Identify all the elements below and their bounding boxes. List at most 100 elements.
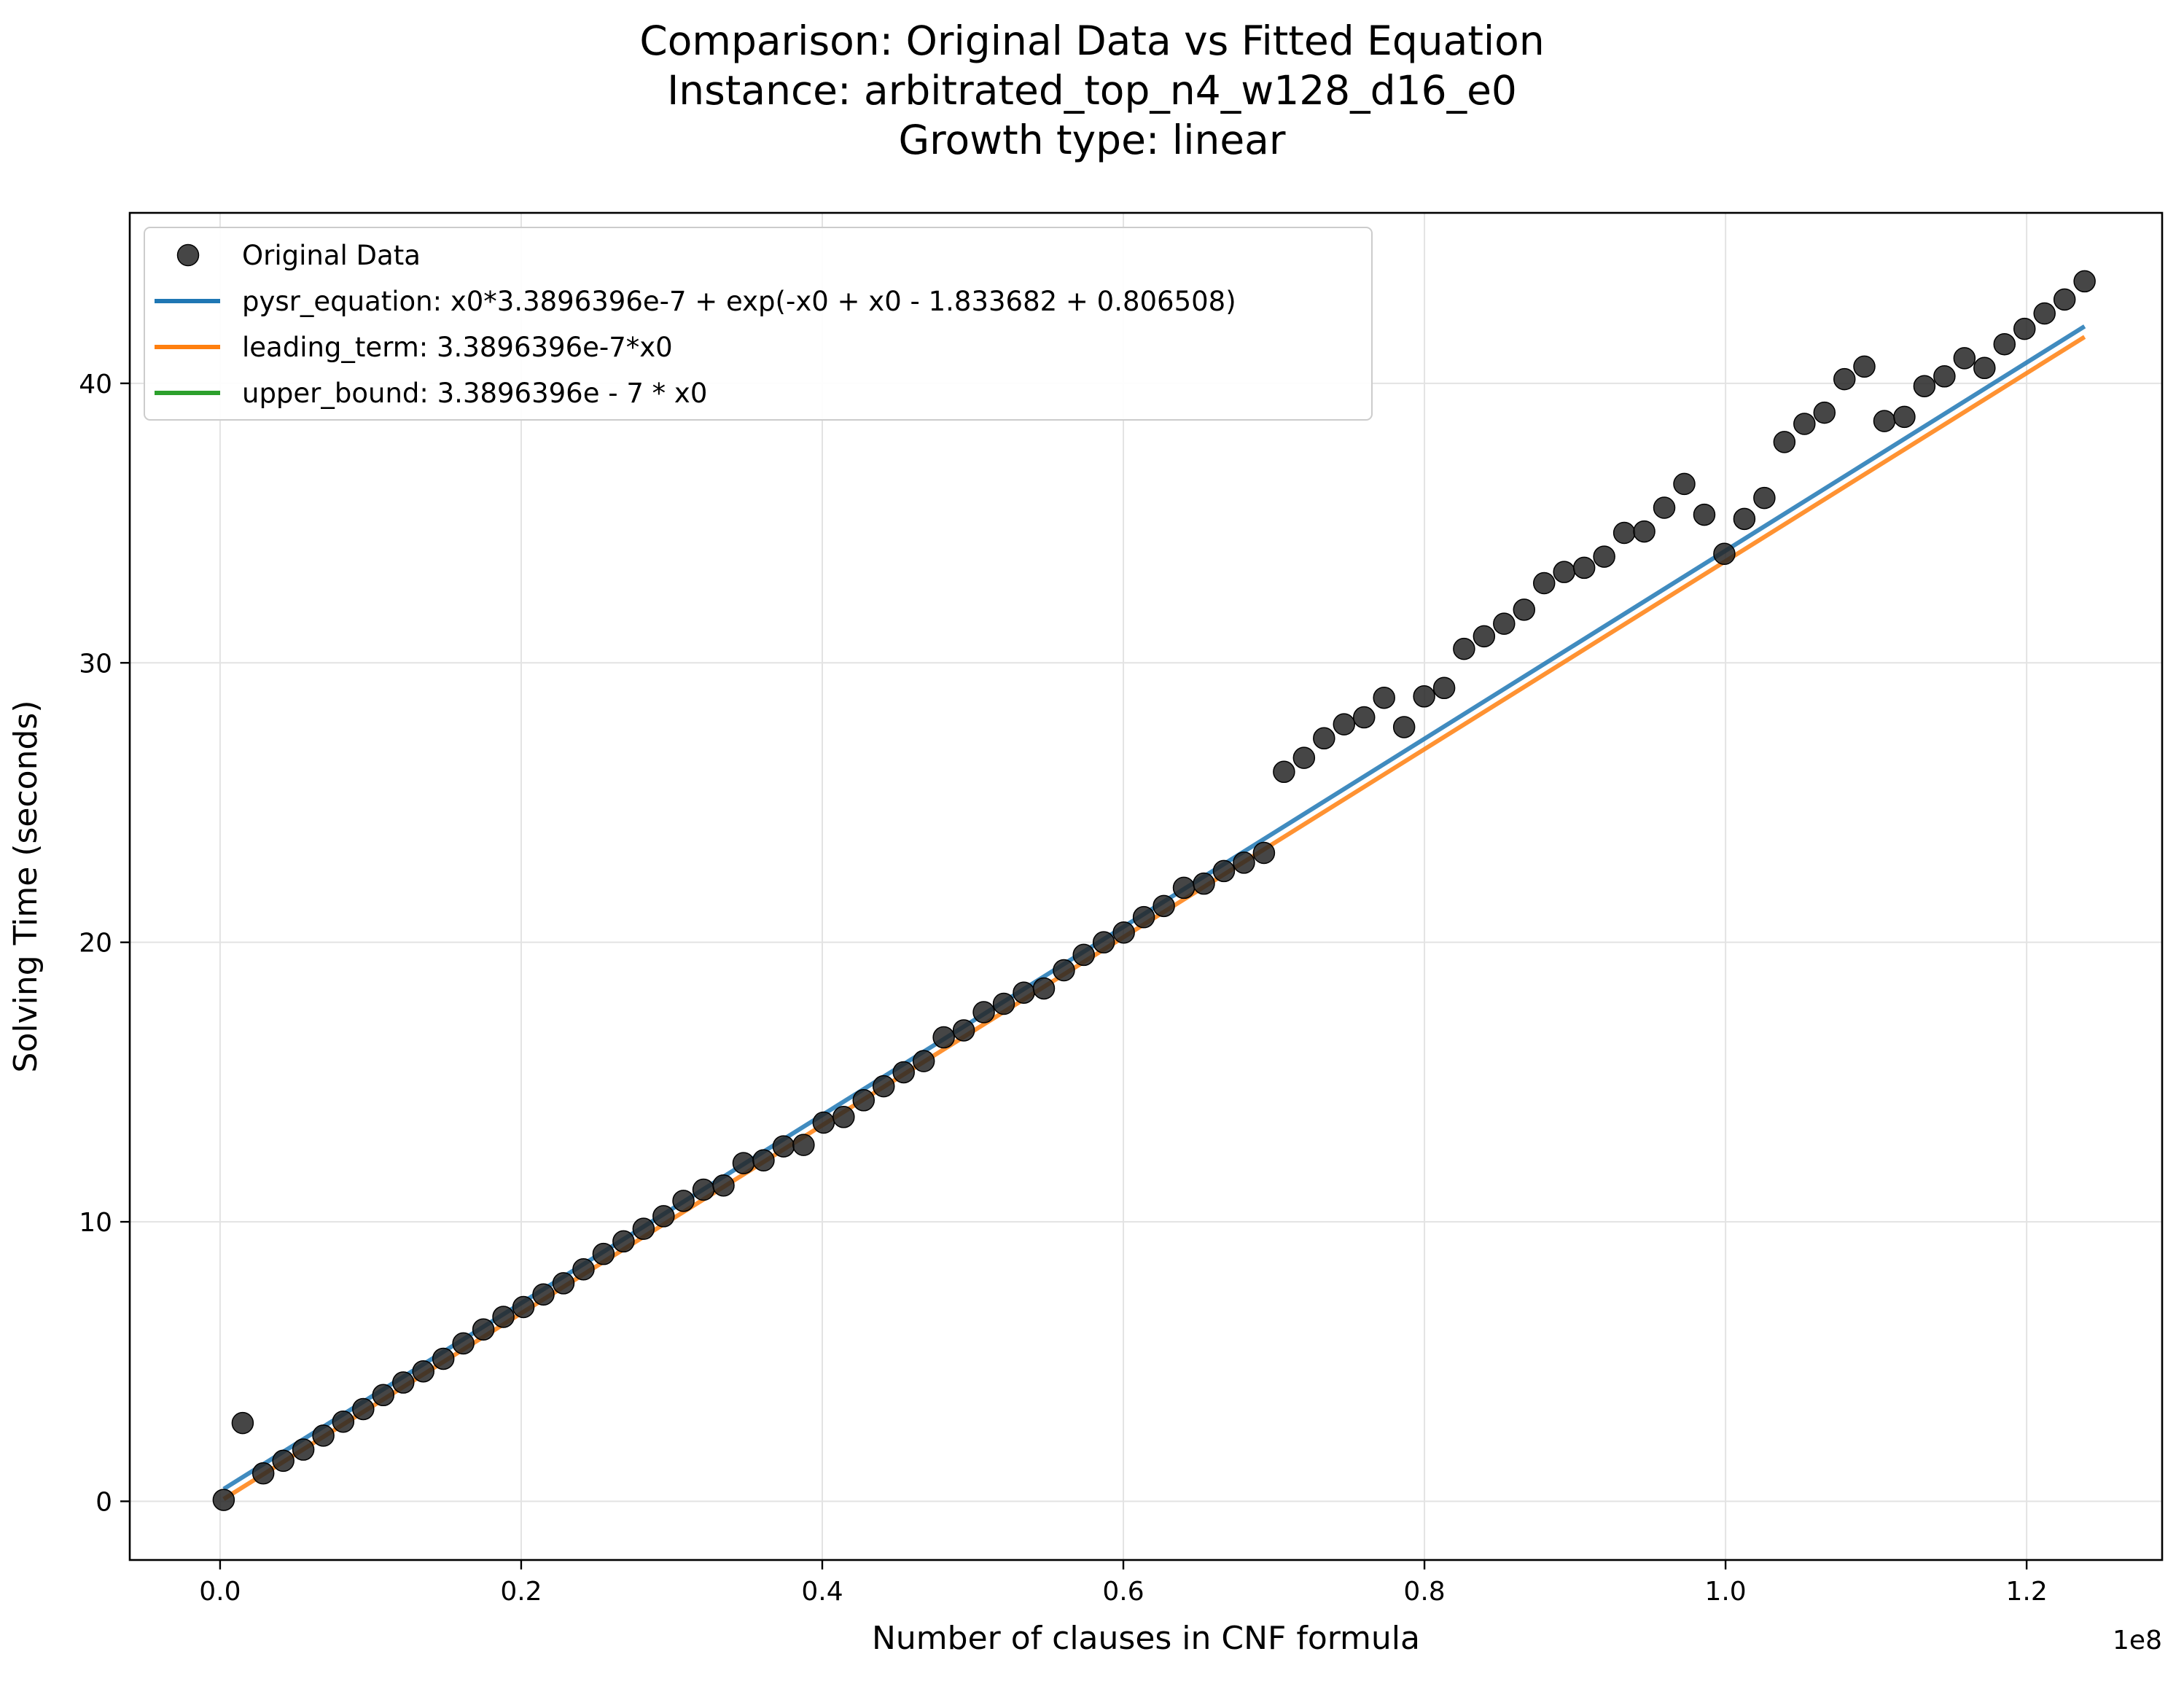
data-point <box>1793 413 1816 435</box>
data-point <box>1013 981 1035 1004</box>
x-tick-label: 0.4 <box>801 1577 843 1607</box>
data-point <box>1493 612 1516 635</box>
data-point <box>972 1001 995 1023</box>
data-point <box>1132 905 1155 929</box>
data-point <box>1273 760 1295 784</box>
title-line-2: Instance: arbitrated_top_n4_w128_d16_e0 <box>667 67 1517 114</box>
data-point <box>1193 872 1215 895</box>
data-point <box>1633 520 1655 543</box>
data-point <box>1313 727 1335 750</box>
x-axis-label: Number of clauses in CNF formula <box>872 1620 1420 1657</box>
data-point <box>832 1106 855 1128</box>
data-point <box>2033 302 2056 325</box>
y-tick-label: 40 <box>79 370 112 399</box>
data-point <box>1072 943 1095 967</box>
data-point <box>772 1135 795 1158</box>
data-point <box>1333 713 1356 736</box>
chart-title: Comparison: Original Data vs Fitted Equa… <box>0 16 2184 165</box>
data-point <box>2073 270 2096 293</box>
x-axis-offset-text: 1e8 <box>2113 1626 2162 1655</box>
data-point <box>1653 496 1676 519</box>
data-point <box>1432 676 1456 700</box>
data-point <box>952 1019 975 1042</box>
data-point <box>892 1061 915 1084</box>
data-point <box>1053 959 1075 982</box>
data-point <box>932 1026 955 1049</box>
data-point <box>852 1089 875 1112</box>
x-tick-label: 0.0 <box>199 1577 241 1607</box>
data-point <box>492 1306 515 1328</box>
data-point <box>372 1384 395 1407</box>
data-point <box>812 1111 835 1134</box>
data-point <box>992 992 1015 1015</box>
data-point <box>412 1360 434 1383</box>
data-point <box>1953 347 1976 370</box>
data-point <box>1673 472 1696 496</box>
data-point <box>432 1347 455 1370</box>
x-tick-label: 0.6 <box>1102 1577 1144 1607</box>
data-point <box>1993 332 2016 356</box>
data-point <box>452 1332 475 1355</box>
data-point <box>1913 375 1936 397</box>
data-point <box>212 1489 235 1511</box>
data-point <box>1212 859 1236 883</box>
x-axis-ticks: 0.0 0.2 0.4 0.6 0.8 1.0 1.2 <box>199 1560 2048 1607</box>
data-point <box>1973 356 1996 380</box>
data-point <box>312 1424 335 1447</box>
data-point <box>2053 288 2076 311</box>
data-point <box>1733 507 1756 531</box>
data-point <box>1092 931 1115 953</box>
data-point <box>712 1174 735 1197</box>
data-point <box>1813 401 1836 424</box>
data-point <box>532 1283 555 1306</box>
x-tick-label: 1.0 <box>1704 1577 1746 1607</box>
data-point <box>1612 521 1636 545</box>
data-point <box>792 1134 815 1156</box>
data-point <box>752 1149 775 1171</box>
data-point <box>612 1230 635 1253</box>
legend-label: upper_bound: 3.3896396e - 7 * x0 <box>242 378 707 409</box>
data-point <box>1893 405 1916 429</box>
y-tick-label: 0 <box>95 1487 112 1517</box>
y-tick-label: 30 <box>79 649 112 679</box>
y-tick-label: 20 <box>79 929 112 959</box>
data-point <box>1032 977 1056 1000</box>
y-axis-ticks: 0 10 20 30 40 <box>79 370 130 1517</box>
data-point <box>332 1410 355 1433</box>
legend-label: Original Data <box>242 240 421 271</box>
data-point <box>1112 921 1135 944</box>
data-point <box>872 1074 895 1098</box>
legend-label: leading_term: 3.3896396e-7*x0 <box>242 332 673 363</box>
legend-label: pysr_equation: x0*3.3896396e-7 + exp(-x0… <box>242 286 1236 317</box>
x-tick-label: 1.2 <box>2006 1577 2048 1607</box>
data-point <box>1473 625 1496 648</box>
x-tick-label: 0.8 <box>1403 1577 1445 1607</box>
x-tick-label: 0.2 <box>500 1577 542 1607</box>
data-points <box>212 270 2096 1511</box>
y-axis-label: Solving Time (seconds) <box>7 701 44 1073</box>
data-point <box>1593 545 1615 568</box>
data-point <box>1252 841 1276 865</box>
data-point <box>1292 746 1316 769</box>
data-point <box>1392 716 1416 738</box>
data-point <box>552 1272 575 1295</box>
data-point <box>912 1050 935 1072</box>
plot-frame <box>128 211 2164 1561</box>
data-point <box>592 1242 615 1265</box>
data-point <box>272 1449 295 1473</box>
data-point <box>1513 598 1536 621</box>
data-point <box>732 1152 755 1174</box>
data-point <box>391 1371 415 1394</box>
data-point <box>352 1397 375 1421</box>
data-point <box>1172 876 1196 900</box>
data-point <box>1773 431 1796 453</box>
data-point <box>1532 572 1556 595</box>
data-point <box>1413 685 1435 708</box>
data-point <box>652 1205 675 1228</box>
legend: Original Data pysr_equation: x0*3.3896396… <box>144 227 1373 421</box>
data-point <box>1373 686 1395 709</box>
data-point <box>1693 503 1716 526</box>
legend-marker <box>176 243 200 267</box>
data-point <box>512 1295 535 1319</box>
